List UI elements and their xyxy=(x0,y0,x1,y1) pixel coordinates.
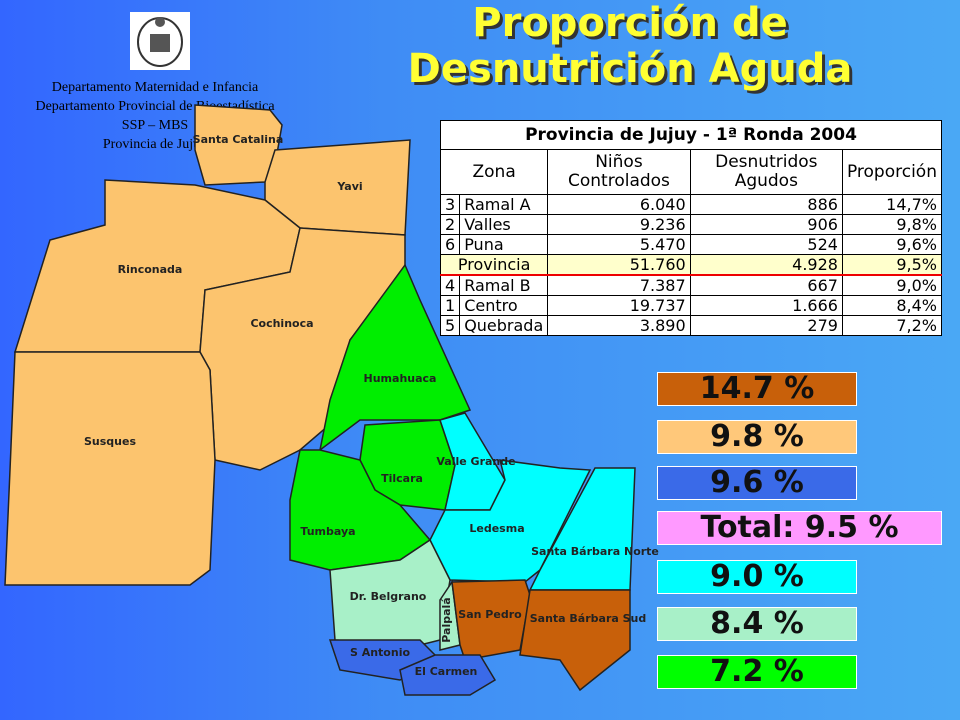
table-cell: 4.928 xyxy=(689,254,843,276)
data-row: 1 Centro 19.737 1.666 8,4% xyxy=(439,295,943,316)
legend-box: 14.7 % xyxy=(657,372,857,406)
table-cell: 9,5% xyxy=(841,254,943,276)
table-cell: 906 xyxy=(689,214,843,235)
table-cell: 9,6% xyxy=(841,234,943,255)
table-cell: 19.737 xyxy=(547,295,691,316)
table-cell: 14,7% xyxy=(841,194,943,215)
region-label: Rinconada xyxy=(118,263,183,276)
title-line: Desnutrición Aguda xyxy=(407,46,853,92)
data-table: Provincia de Jujuy - 1ª Ronda 2004 Zona Ni… xyxy=(439,120,943,336)
table-cell: 524 xyxy=(689,234,843,255)
table-cell: Puna xyxy=(459,234,549,255)
region-label: S Antonio xyxy=(350,646,411,659)
table-cell: 9,0% xyxy=(841,274,943,296)
data-row: 6 Puna 5.470 524 9,6% xyxy=(439,234,943,255)
table-cell: 3.890 xyxy=(547,315,691,336)
title-line: Proporción de xyxy=(472,0,788,46)
table-cell: Provincia xyxy=(439,254,549,276)
region-label: Santa Bárbara Sud xyxy=(530,612,647,625)
total-row: Provincia 51.760 4.928 9,5% xyxy=(439,254,943,276)
table-cell: 2 xyxy=(439,214,461,235)
header-cell: Desnutridos Agudos xyxy=(689,149,843,195)
header-row: Zona Niños Controlados Desnutridos Agudos P… xyxy=(439,149,943,195)
region-label: San Pedro xyxy=(458,608,522,621)
region-label: Tumbaya xyxy=(300,525,355,538)
legend-box: 8.4 % xyxy=(657,607,857,641)
table-cell: 4 xyxy=(439,274,461,296)
table-cell: 279 xyxy=(689,315,843,336)
table-cell: Quebrada xyxy=(459,315,549,336)
table-cell: 7,2% xyxy=(841,315,943,336)
table-cell: 6.040 xyxy=(547,194,691,215)
source-line: SSP – MBS xyxy=(121,118,189,133)
region-label: El Carmen xyxy=(415,665,478,678)
table-cell: 6 xyxy=(439,234,461,255)
data-row: 3 Ramal A 6.040 886 14,7% xyxy=(439,194,943,215)
logo xyxy=(130,12,190,70)
region-label: Humahuaca xyxy=(364,372,437,385)
table-cell: 1.666 xyxy=(689,295,843,316)
legend-box: 9.6 % xyxy=(657,466,857,500)
legend-box: 7.2 % xyxy=(657,655,857,689)
table-cell: 7.387 xyxy=(547,274,691,296)
source-line: Provincia de Jujuy xyxy=(102,137,208,152)
table-cell: 5.470 xyxy=(547,234,691,255)
region-label: Cochinoca xyxy=(250,317,313,330)
header-cell: Zona xyxy=(439,149,549,195)
table-cell: 9,8% xyxy=(841,214,943,235)
table-cell: 667 xyxy=(689,274,843,296)
region-label: Dr. Belgrano xyxy=(350,590,427,603)
table-cell: 51.760 xyxy=(547,254,691,276)
data-row: 2 Valles 9.236 906 9,8% xyxy=(439,214,943,235)
title: Proporción de Desnutrición Aguda xyxy=(330,0,930,92)
region-label: Ledesma xyxy=(469,522,524,535)
region-label: Tilcara xyxy=(381,472,423,485)
table-title: Provincia de Jujuy - 1ª Ronda 2004 xyxy=(440,120,942,150)
table-cell: Ramal A xyxy=(459,194,549,215)
legend-box: 9.8 % xyxy=(657,420,857,454)
data-row: 5 Quebrada 3.890 279 7,2% xyxy=(439,315,943,336)
region-label: Valle Grande xyxy=(436,455,515,468)
title-row: Provincia de Jujuy - 1ª Ronda 2004 xyxy=(440,120,942,150)
table-cell: Ramal B xyxy=(459,274,549,296)
legend-box: 9.0 % xyxy=(657,560,857,594)
table-cell: 5 xyxy=(439,315,461,336)
regions xyxy=(4,104,636,696)
region-label: Yavi xyxy=(336,180,362,193)
region-label: Santa Bárbara Norte xyxy=(531,545,659,558)
table-cell: 886 xyxy=(689,194,843,215)
legend-box: Total: 9.5 % xyxy=(657,511,942,545)
region-label: Palpalá xyxy=(440,597,453,642)
header-cell: Proporción xyxy=(841,149,943,195)
table-cell: Centro xyxy=(459,295,549,316)
header-cell: Niños Controlados xyxy=(547,149,691,195)
table-cell: 8,4% xyxy=(841,295,943,316)
region-label: Santa Catalina xyxy=(193,133,284,146)
region-label: Susques xyxy=(84,435,136,448)
table-cell: 1 xyxy=(439,295,461,316)
data-row: 4 Ramal B 7.387 667 9,0% xyxy=(439,274,943,296)
table-cell: Valles xyxy=(459,214,549,235)
table-cell: 9.236 xyxy=(547,214,691,235)
table-cell: 3 xyxy=(439,194,461,215)
source-line: Departamento Maternidad e Infancia xyxy=(51,80,259,95)
